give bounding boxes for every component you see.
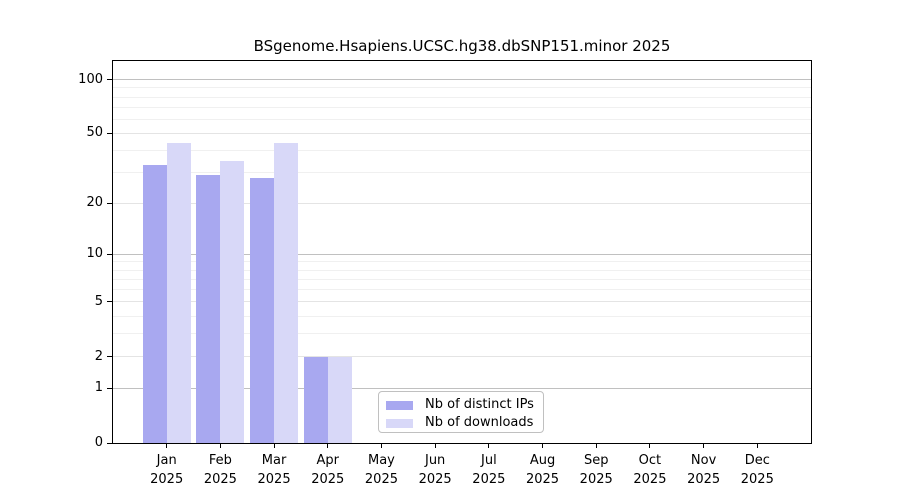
x-tick-label-nov: Nov 2025 bbox=[687, 453, 721, 487]
gridline-major bbox=[113, 356, 811, 357]
x-tick-label-aug: Aug 2025 bbox=[525, 453, 560, 487]
gridline-minor bbox=[113, 106, 811, 108]
y-tick bbox=[107, 202, 112, 204]
y-tick bbox=[107, 301, 112, 303]
bar-distinct-ips-mar bbox=[250, 177, 275, 443]
x-tick-label-sep: Sep 2025 bbox=[579, 453, 613, 487]
y-axis-labels: 0 1 2 5 10 20 50 100 bbox=[0, 61, 103, 450]
y-axis-ticks bbox=[107, 61, 112, 444]
bar-distinct-ips-apr bbox=[303, 356, 328, 443]
gridline-major bbox=[113, 253, 811, 255]
y-tick-label: 1 bbox=[94, 380, 103, 396]
x-tick bbox=[327, 444, 329, 448]
x-tick-label-jan: Jan 2025 bbox=[150, 453, 184, 487]
x-tick bbox=[273, 444, 275, 448]
bar-downloads-apr bbox=[327, 356, 352, 443]
gridline-major bbox=[113, 79, 811, 81]
gridline-minor bbox=[113, 315, 811, 317]
bar-downloads-feb bbox=[220, 160, 245, 443]
gridline-minor bbox=[113, 118, 811, 120]
x-tick-label-oct: Oct 2025 bbox=[633, 453, 667, 487]
gridline-minor bbox=[113, 96, 811, 98]
x-tick bbox=[380, 444, 382, 448]
y-tick-label: 0 bbox=[94, 435, 103, 450]
y-tick-label: 100 bbox=[78, 71, 103, 87]
bar-distinct-ips-jan bbox=[142, 165, 167, 443]
x-tick bbox=[703, 444, 705, 448]
x-tick-label-feb: Feb 2025 bbox=[203, 453, 237, 487]
y-tick bbox=[107, 442, 112, 444]
gridline-minor bbox=[113, 278, 811, 280]
gridline-major bbox=[113, 387, 811, 389]
y-tick bbox=[107, 253, 112, 255]
x-tick-label-may: May 2025 bbox=[364, 453, 398, 487]
y-tick bbox=[107, 79, 112, 81]
gridline-minor bbox=[113, 172, 811, 174]
plot-area: Nb of distinct IPs Nb of downloads bbox=[112, 60, 812, 444]
y-tick-label: 2 bbox=[94, 348, 103, 364]
x-tick-label-mar: Mar 2025 bbox=[257, 453, 291, 487]
gridline-major bbox=[113, 301, 811, 303]
x-tick bbox=[488, 444, 490, 448]
gridline-minor bbox=[113, 261, 811, 263]
x-axis: Jan 2025 Feb 2025 Mar 2025 Apr 2025 May 2025 Jun 20… bbox=[113, 444, 811, 494]
bar-downloads-mar bbox=[274, 143, 299, 443]
legend: Nb of distinct IPs Nb of downloads bbox=[378, 391, 544, 433]
y-tick-label: 5 bbox=[94, 293, 103, 309]
y-tick bbox=[107, 356, 112, 357]
gridline-major bbox=[113, 202, 811, 204]
bar-distinct-ips-feb bbox=[196, 175, 221, 443]
legend-item-distinct-ips: Nb of distinct IPs bbox=[386, 397, 535, 413]
y-tick-label: 20 bbox=[86, 195, 103, 211]
gridline-minor bbox=[113, 150, 811, 152]
x-tick bbox=[595, 444, 597, 448]
x-tick bbox=[542, 444, 544, 448]
gridline-minor bbox=[113, 289, 811, 291]
gridline-minor bbox=[113, 333, 811, 335]
downloads-swatch bbox=[386, 418, 413, 428]
distinct-ips-swatch bbox=[386, 400, 413, 410]
y-tick-label: 50 bbox=[86, 125, 103, 141]
gridline-minor bbox=[113, 87, 811, 89]
gridline-minor bbox=[113, 269, 811, 271]
x-tick-label-jun: Jun 2025 bbox=[418, 453, 452, 487]
y-tick bbox=[107, 132, 112, 134]
legend-item-downloads: Nb of downloads bbox=[386, 415, 535, 431]
legend-label-distinct-ips: Nb of distinct IPs bbox=[425, 397, 534, 412]
x-tick bbox=[649, 444, 651, 448]
x-tick bbox=[756, 444, 758, 448]
y-tick bbox=[107, 387, 112, 389]
bar-downloads-jan bbox=[166, 143, 191, 443]
x-tick bbox=[166, 444, 168, 448]
y-tick-label: 10 bbox=[86, 246, 103, 262]
legend-label-downloads: Nb of downloads bbox=[425, 415, 534, 430]
x-tick bbox=[219, 444, 221, 448]
x-tick-label-dec: Dec 2025 bbox=[740, 453, 774, 487]
chart-title: BSgenome.Hsapiens.UCSC.hg38.dbSNP151.min… bbox=[253, 37, 671, 55]
x-tick bbox=[434, 444, 436, 448]
x-tick-label-apr: Apr 2025 bbox=[311, 453, 345, 487]
x-tick-label-jul: Jul 2025 bbox=[472, 453, 506, 487]
gridline-major bbox=[113, 132, 811, 134]
